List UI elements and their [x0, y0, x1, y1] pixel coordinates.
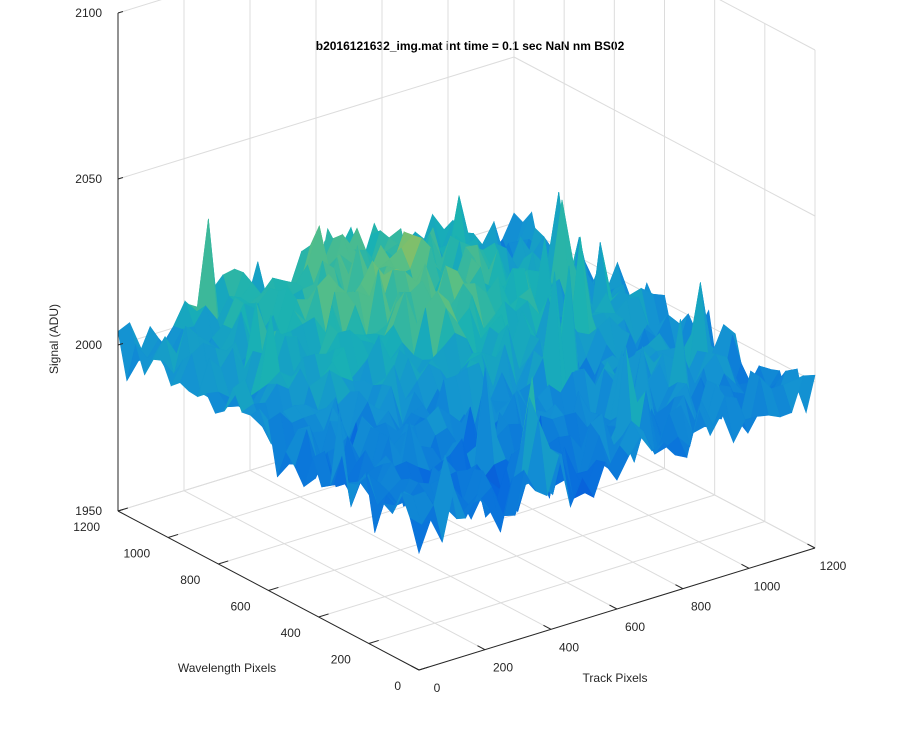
- x-tick-label: 1200: [820, 559, 847, 573]
- x-tick-label: 200: [493, 661, 513, 675]
- z-tick-label: 2100: [75, 6, 102, 20]
- grid-line: [719, 0, 816, 51]
- y-tick-mark: [168, 533, 179, 538]
- y-tick-label: 0: [394, 679, 401, 693]
- z-tick-mark: [117, 10, 124, 14]
- x-tick-mark: [543, 624, 552, 630]
- x-tick-label: 400: [559, 640, 579, 654]
- grid-line: [513, 56, 816, 217]
- y-tick-mark: [368, 639, 379, 644]
- x-tick-label: 1000: [754, 579, 781, 593]
- x-tick-label: 600: [625, 620, 645, 634]
- x-tick-label: 800: [691, 600, 711, 614]
- x-axis-label: Track Pixels: [583, 671, 648, 685]
- x-tick-label: 0: [434, 681, 441, 695]
- y-tick-mark: [268, 586, 279, 591]
- y-tick-mark: [318, 613, 329, 618]
- x-tick-mark: [477, 645, 486, 651]
- z-tick-mark: [117, 176, 124, 180]
- y-tick-label: 600: [230, 600, 250, 614]
- z-tick-mark: [117, 342, 124, 346]
- x-tick-mark: [807, 543, 816, 549]
- z-axis-label: Signal (ADU): [47, 304, 61, 374]
- y-tick-label: 400: [281, 626, 301, 640]
- x-tick-mark: [675, 584, 684, 590]
- y-tick-mark: [218, 560, 229, 565]
- z-tick-mark: [117, 508, 124, 512]
- y-tick-label: 1200: [73, 520, 100, 534]
- surface-patch: [196, 218, 218, 321]
- y-tick-mark: [418, 666, 430, 671]
- grid-line: [318, 494, 715, 618]
- grid-line: [268, 468, 665, 591]
- x-tick-mark: [411, 665, 420, 671]
- chart-title: b2016121632_img.mat int time = 0.1 sec N…: [316, 39, 625, 53]
- z-tick-label: 2050: [75, 172, 102, 186]
- x-tick-mark: [741, 563, 750, 569]
- grid-line: [368, 521, 765, 644]
- surface-layer: [117, 192, 816, 555]
- y-tick-label: 200: [331, 653, 351, 667]
- axis-layer: [117, 10, 816, 671]
- y-tick-label: 800: [180, 573, 200, 587]
- z-tick-label: 1950: [75, 504, 102, 518]
- x-tick-mark: [609, 604, 618, 610]
- y-axis-label: Wavelength Pixels: [178, 661, 276, 675]
- grid-line: [117, 56, 515, 180]
- surface-patch: [409, 517, 432, 555]
- y-tick-label: 1000: [123, 547, 150, 561]
- z-tick-label: 2000: [75, 338, 102, 352]
- tick-layer: 0 200 400 600 800 1000 1200 0 200 400 600 800 1000 12…: [73, 6, 846, 695]
